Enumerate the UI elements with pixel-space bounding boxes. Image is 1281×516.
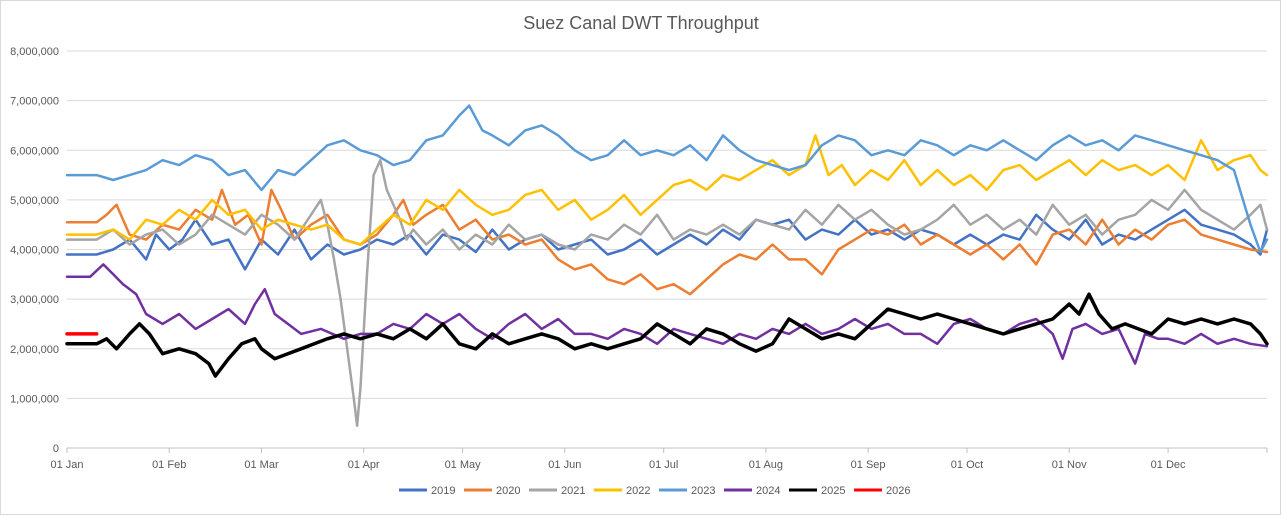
series-line-2020 bbox=[65, 188, 1269, 296]
x-tick-label: 01 Aug bbox=[749, 459, 783, 471]
series-line-2019 bbox=[65, 208, 1269, 271]
y-tick-label: 5,000,000 bbox=[10, 195, 59, 207]
x-tick-label: 01 Feb bbox=[152, 459, 186, 471]
y-tick-label: 8,000,000 bbox=[10, 46, 59, 58]
legend-label-2020: 2020 bbox=[496, 485, 520, 497]
series-line-2021 bbox=[65, 158, 1269, 427]
series-line-2023 bbox=[65, 104, 1269, 254]
y-tick-label: 6,000,000 bbox=[10, 145, 59, 157]
y-tick-label: 4,000,000 bbox=[10, 245, 59, 257]
legend-label-2024: 2024 bbox=[756, 485, 780, 497]
legend-label-2025: 2025 bbox=[821, 485, 845, 497]
chart-title: Suez Canal DWT Throughput bbox=[523, 13, 758, 33]
legend-label-2022: 2022 bbox=[626, 485, 650, 497]
legend: 2019 2020 2021 2022 2023 2024 2025 2026 bbox=[399, 485, 910, 497]
x-tick-label: 01 May bbox=[445, 459, 482, 471]
y-axis-ticks: 0 1,000,000 2,000,000 3,000,000 4,000,000 5,0… bbox=[10, 46, 59, 455]
y-tick-label: 3,000,000 bbox=[10, 294, 59, 306]
series-line-2022 bbox=[65, 134, 1269, 246]
x-tick-label: 01 Mar bbox=[244, 459, 279, 471]
y-tick-label: 1,000,000 bbox=[10, 393, 59, 405]
series-layer bbox=[65, 104, 1269, 427]
x-tick-label: 01 Oct bbox=[951, 459, 983, 471]
x-axis-ticks: 01 Jan 01 Feb 01 Mar 01 Apr 01 May 01 Jun 01 J… bbox=[50, 448, 1268, 471]
x-tick-label: 01 Jul bbox=[649, 459, 678, 471]
x-tick-label: 01 Sep bbox=[851, 459, 886, 471]
series-line-2025 bbox=[65, 292, 1269, 378]
x-tick-label: 01 Jan bbox=[50, 459, 83, 471]
x-tick-label: 01 Jun bbox=[548, 459, 581, 471]
x-tick-label: 01 Nov bbox=[1052, 459, 1087, 471]
legend-label-2023: 2023 bbox=[691, 485, 715, 497]
x-tick-label: 01 Apr bbox=[348, 459, 380, 471]
y-tick-label: 0 bbox=[53, 443, 59, 455]
legend-label-2019: 2019 bbox=[431, 485, 455, 497]
x-tick-label: 01 Dec bbox=[1151, 459, 1186, 471]
legend-label-2026: 2026 bbox=[886, 485, 910, 497]
y-tick-label: 7,000,000 bbox=[10, 96, 59, 108]
y-tick-label: 2,000,000 bbox=[10, 344, 59, 356]
legend-label-2021: 2021 bbox=[561, 485, 585, 497]
series-line-2024 bbox=[65, 263, 1269, 365]
